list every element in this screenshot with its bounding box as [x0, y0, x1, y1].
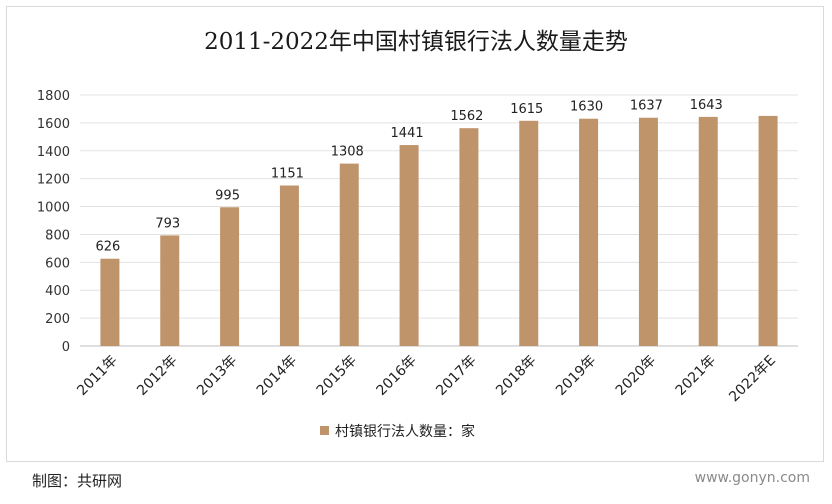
- bar: [519, 120, 539, 346]
- legend: 村镇银行法人数量：家: [320, 423, 475, 440]
- data-label: 1643: [690, 98, 723, 113]
- data-label: 1308: [331, 145, 364, 160]
- gridlines: [80, 94, 798, 347]
- x-tick-label: 2020年: [613, 353, 659, 399]
- bar: [100, 258, 120, 346]
- x-tick-label: 2014年: [254, 353, 300, 399]
- bar: [638, 117, 658, 346]
- y-tick-label: 0: [62, 340, 70, 355]
- bar: [758, 115, 778, 347]
- data-labels: 626 793 995 1151 1308 1441 1562 1615 1630 1637 164…: [96, 98, 723, 255]
- source-note: 制图：共研网: [32, 472, 123, 490]
- x-tick-label: 2011年: [74, 353, 120, 399]
- x-tick-label: 2022年E: [726, 353, 779, 406]
- bars: [100, 115, 778, 347]
- y-tick-label: 1000: [37, 201, 70, 216]
- x-tick-label: 2019年: [553, 353, 599, 399]
- bar: [220, 207, 240, 346]
- data-label: 1637: [630, 99, 663, 114]
- bar: [399, 145, 419, 346]
- data-label: 1615: [510, 102, 543, 117]
- y-tick-label: 600: [45, 256, 70, 271]
- y-tick-label: 1200: [37, 173, 70, 188]
- data-label: 995: [215, 188, 240, 203]
- bar: [579, 118, 599, 346]
- legend-label: 村镇银行法人数量：家: [335, 423, 475, 440]
- x-tick-label: 2013年: [194, 353, 240, 399]
- y-tick-label: 200: [45, 312, 70, 327]
- x-tick-label: 2016年: [373, 353, 419, 399]
- x-tick-label: 2012年: [134, 353, 180, 399]
- x-tick-label: 2021年: [673, 353, 719, 399]
- y-tick-label: 400: [45, 284, 70, 299]
- y-tick-label: 1400: [37, 145, 70, 160]
- bar: [339, 163, 359, 346]
- x-axis-ticks: 2011年 2012年 2013年 2014年 2015年 2016年 2017年 2018年…: [74, 353, 779, 406]
- bar: [279, 185, 299, 346]
- x-tick-label: 2017年: [433, 353, 479, 399]
- bar: [698, 116, 718, 346]
- data-label: 1441: [391, 126, 424, 141]
- data-label: 1151: [271, 166, 304, 181]
- data-label: 1630: [570, 100, 603, 115]
- y-tick-label: 800: [45, 228, 70, 243]
- y-axis-ticks: 0 200 400 600 800 1000 1200 1400 1600 1800: [37, 89, 70, 355]
- data-label: 793: [155, 216, 180, 231]
- y-tick-label: 1600: [37, 117, 70, 132]
- watermark-url: www.gonyn.com: [694, 470, 810, 486]
- x-tick-label: 2015年: [314, 353, 360, 399]
- legend-swatch: [320, 426, 329, 435]
- bar: [459, 128, 479, 346]
- data-label: 1562: [450, 109, 483, 124]
- chart-title: 2011-2022年中国村镇银行法人数量走势: [204, 29, 628, 55]
- bar: [160, 235, 180, 346]
- y-tick-label: 1800: [37, 89, 70, 104]
- data-label: 626: [96, 240, 121, 255]
- x-tick-label: 2018年: [493, 353, 539, 399]
